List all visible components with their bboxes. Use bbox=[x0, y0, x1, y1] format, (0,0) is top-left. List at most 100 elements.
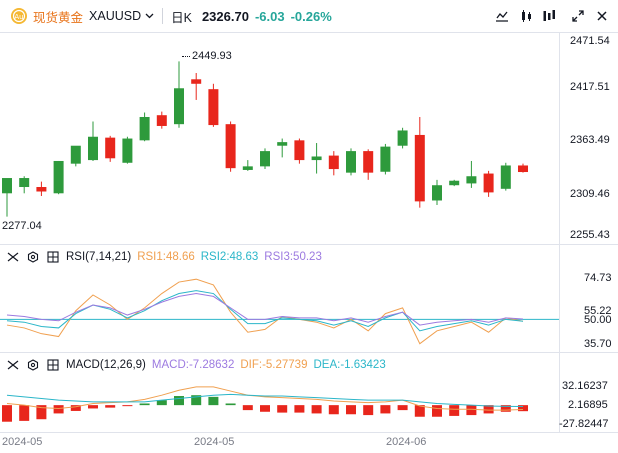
fullscreen-icon[interactable] bbox=[569, 7, 587, 25]
dea-value: DEA:-1.63423 bbox=[313, 359, 386, 371]
indicator-box-icon[interactable] bbox=[46, 358, 60, 372]
compare-icon[interactable] bbox=[518, 7, 536, 25]
macd-histogram-bar bbox=[380, 405, 391, 414]
period-selector[interactable]: 日K bbox=[171, 10, 192, 25]
macd-histogram-bar bbox=[449, 405, 460, 416]
candle-body bbox=[225, 124, 236, 169]
indicator-box-icon[interactable] bbox=[46, 250, 60, 264]
pane-divider bbox=[0, 352, 618, 353]
indicator-icon[interactable] bbox=[493, 7, 511, 25]
macd-histogram-bar bbox=[2, 405, 12, 422]
candle-body bbox=[500, 165, 511, 189]
candle-body bbox=[328, 155, 339, 170]
candle-body bbox=[380, 146, 391, 172]
rsi-series-line-rsi3 bbox=[6, 293, 524, 326]
macd-histogram-bar bbox=[53, 405, 64, 414]
settings-icon[interactable] bbox=[26, 358, 40, 372]
time-axis-divider bbox=[0, 432, 618, 433]
macd-histogram-bar bbox=[363, 405, 374, 416]
macd-histogram-bar bbox=[483, 405, 494, 414]
macd-histogram-bar bbox=[277, 405, 288, 413]
time-axis-tick: 2024-05 bbox=[194, 436, 235, 448]
rsi3-value: RSI3:50.23 bbox=[264, 251, 322, 263]
macd-histogram-bar bbox=[70, 405, 81, 411]
candle-body bbox=[191, 79, 202, 84]
macd-histogram-bar bbox=[346, 405, 356, 415]
price-axis-divider bbox=[559, 32, 560, 432]
close-icon[interactable] bbox=[593, 7, 611, 25]
time-axis-tick: 2024-06 bbox=[386, 436, 427, 448]
macd-series-line-dea bbox=[6, 393, 524, 407]
macd-histogram-bar bbox=[88, 405, 98, 409]
macd-histogram-bar bbox=[19, 405, 30, 421]
macd-histogram-bar bbox=[122, 405, 133, 407]
dif-value: DIF:-5.27739 bbox=[240, 359, 308, 371]
chevron-down-icon[interactable] bbox=[145, 13, 154, 19]
candle-body bbox=[260, 151, 270, 167]
low-price-annotation: 2277.04 bbox=[2, 220, 42, 232]
price-axis-tick: 2363.49 bbox=[570, 134, 610, 146]
rsi-axis-tick: 50.00 bbox=[584, 314, 612, 326]
macd-histogram-bar bbox=[156, 400, 167, 406]
macd-histogram-bar bbox=[414, 405, 425, 417]
macd-histogram-bar bbox=[225, 403, 236, 406]
toolbar-divider-line bbox=[0, 32, 618, 33]
macd-histogram-bar bbox=[260, 405, 270, 412]
candle-body bbox=[466, 176, 477, 184]
rsi-axis-tick: 35.70 bbox=[584, 338, 612, 350]
macd-value: MACD:-7.28632 bbox=[151, 359, 235, 371]
macd-histogram-bar bbox=[191, 395, 202, 406]
rsi-series-line-rsi2 bbox=[6, 290, 524, 332]
settings-icon[interactable] bbox=[26, 250, 40, 264]
candle-body bbox=[414, 134, 425, 202]
gold-logo-icon: Au bbox=[8, 5, 30, 27]
price-axis-tick: 2471.54 bbox=[570, 35, 610, 47]
macd-histogram-bar bbox=[242, 405, 253, 411]
candle-body bbox=[105, 137, 116, 159]
time-axis-tick: 2024-05 bbox=[2, 436, 43, 448]
candle-body bbox=[53, 160, 64, 194]
candle-body bbox=[242, 166, 253, 170]
chart-toolbar: Au 现货黄金 XAUUSD 日K 2326.70 -6.03 -0.26% bbox=[0, 0, 618, 32]
candle-body bbox=[346, 151, 356, 173]
price-axis-tick: 2417.51 bbox=[570, 81, 610, 93]
instrument-symbol[interactable]: XAUUSD bbox=[89, 9, 142, 23]
eye-icon[interactable] bbox=[6, 358, 20, 372]
macd-legend: MACD(12,26,9) MACD:-7.28632 DIF:-5.27739… bbox=[6, 356, 392, 374]
rsi-axis-tick: 74.73 bbox=[584, 272, 612, 284]
candle-body bbox=[88, 136, 98, 161]
candle-body bbox=[294, 140, 305, 161]
price-axis-tick: 2309.46 bbox=[570, 188, 610, 200]
macd-histogram-bar bbox=[518, 405, 528, 412]
macd-histogram-bar bbox=[328, 405, 339, 415]
candle-body bbox=[449, 180, 460, 186]
candle-body bbox=[397, 130, 408, 146]
candle-body bbox=[19, 178, 30, 188]
high-price-annotation: 2449.93 bbox=[182, 50, 232, 62]
macd-histogram-bar bbox=[432, 405, 442, 417]
candle-body bbox=[518, 165, 528, 173]
settings-icon[interactable] bbox=[540, 7, 558, 25]
candle-body bbox=[174, 88, 184, 125]
macd-histogram-bar bbox=[105, 405, 116, 408]
candle-body bbox=[36, 187, 47, 192]
candle-body bbox=[156, 115, 167, 126]
eye-icon[interactable] bbox=[6, 250, 20, 264]
svg-text:Au: Au bbox=[14, 13, 23, 21]
macd-title: MACD(12,26,9) bbox=[66, 359, 146, 371]
candle-body bbox=[483, 173, 494, 193]
rsi2-value: RSI2:48.63 bbox=[200, 251, 259, 263]
macd-histogram-bar bbox=[397, 405, 408, 411]
macd-axis-tick: -27.82447 bbox=[559, 418, 609, 430]
macd-histogram-bar bbox=[174, 396, 184, 406]
candle-body bbox=[208, 89, 219, 126]
macd-histogram-bar bbox=[311, 405, 322, 414]
candle-body bbox=[432, 185, 442, 201]
price-change-percent: -0.26% bbox=[290, 8, 332, 24]
pane-divider bbox=[0, 244, 618, 245]
candle-body bbox=[139, 116, 150, 141]
instrument-name[interactable]: 现货黄金 bbox=[33, 10, 84, 25]
candle-body bbox=[70, 145, 81, 164]
